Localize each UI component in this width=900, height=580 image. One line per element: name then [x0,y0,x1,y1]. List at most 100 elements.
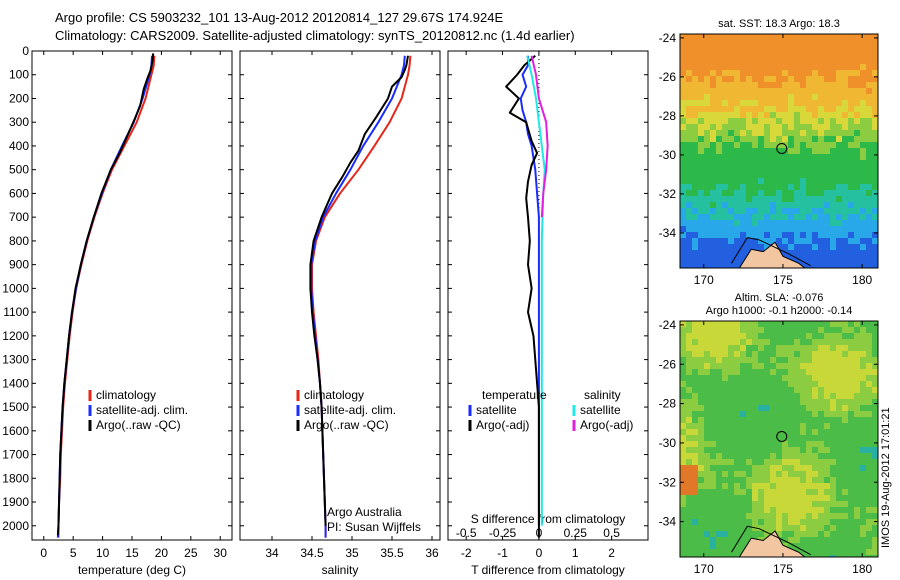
sla-map-cell [758,525,764,531]
sla-map-cell [830,357,836,363]
sla-map-cell [842,549,848,555]
map-lon-label: 180 [852,273,872,287]
sla-map-cell [818,411,824,417]
sla-map-cell [740,489,746,495]
sst-map-cell [704,124,710,130]
sla-map-cell [872,531,878,537]
sla-map-cell [746,375,752,381]
sst-map-cell [710,250,716,256]
sst-map-cell [686,58,692,64]
sst-map-cell [752,100,758,106]
sst-map-cell [680,196,686,202]
sla-map-cell [686,453,692,459]
sst-map-cell [716,106,722,112]
sst-map-cell [692,160,698,166]
sst-map-cell [836,238,842,244]
sst-map-cell [824,82,830,88]
sst-map-cell [758,142,764,148]
sst-map-cell [800,94,806,100]
sla-map-cell [800,333,806,339]
x-tick-label: 25 [184,546,198,560]
sst-map-cell [698,148,704,154]
sla-map-cell [848,345,854,351]
sst-map-cell [686,202,692,208]
sst-map-cell [764,154,770,160]
sla-map-cell [734,357,740,363]
sla-map-cell [824,375,830,381]
sla-map-cell [686,399,692,405]
sst-map-cell [698,172,704,178]
sst-map-cell [710,148,716,154]
sla-map-cell [770,363,776,369]
sla-map-cell [704,405,710,411]
sst-map-cell [788,214,794,220]
sst-map-cell [872,196,878,202]
sst-map-cell [758,214,764,220]
sla-map-cell [758,321,764,327]
sst-map-cell [824,172,830,178]
sla-map-cell [686,429,692,435]
sla-map-cell [716,411,722,417]
sla-map-cell [758,327,764,333]
sla-map-cell [740,477,746,483]
sla-map-cell [710,405,716,411]
sst-map-cell [722,70,728,76]
sst-map-cell [848,52,854,58]
sla-map-cell [698,501,704,507]
sst-map-cell [728,58,734,64]
sst-map-cell [740,154,746,160]
sst-map-cell [866,244,872,250]
sst-map-cell [752,70,758,76]
sla-map-cell [854,393,860,399]
sst-map-cell [800,46,806,52]
sla-map-cell [722,381,728,387]
sst-map-cell [692,214,698,220]
sla-map-cell [812,543,818,549]
sst-map-cell [866,142,872,148]
sst-map-cell [860,202,866,208]
sst-map-cell [722,136,728,142]
sst-map-cell [692,142,698,148]
sst-map-cell [788,76,794,82]
sla-map-cell [740,351,746,357]
depth-tick-label: 1100 [3,305,29,319]
sst-map-cell [806,124,812,130]
sst-map-cell [716,238,722,244]
sst-map-cell [824,64,830,70]
sst-map-cell [818,232,824,238]
x-axis-label: salinity [322,563,359,577]
sla-map-cell [710,351,716,357]
sst-map-cell [740,118,746,124]
sst-map-cell [698,136,704,142]
sla-map-cell [746,363,752,369]
sst-map-cell [800,208,806,214]
sla-map-cell [716,477,722,483]
sla-map-cell [716,381,722,387]
sla-map-cell [824,441,830,447]
sla-map-cell [710,537,716,543]
sst-map-cell [716,94,722,100]
sst-map-cell [818,142,824,148]
sst-map-cell [818,196,824,202]
sla-map-cell [716,531,722,537]
sla-map-cell [782,417,788,423]
sst-map-cell [854,118,860,124]
sla-map-cell [806,399,812,405]
sst-map-cell [854,34,860,40]
sst-map-cell [704,256,710,262]
sla-map-cell [740,321,746,327]
sst-map-cell [716,232,722,238]
sla-map-cell [770,327,776,333]
sst-map-cell [710,238,716,244]
sla-map-cell [830,345,836,351]
sla-map-cell [770,369,776,375]
sst-map-cell [818,172,824,178]
sst-map-cell [716,64,722,70]
sst-map-cell [758,160,764,166]
sst-map-cell [680,208,686,214]
sst-map-cell [746,34,752,40]
sla-map-cell [848,351,854,357]
sst-map-cell [758,58,764,64]
sla-map-cell [872,381,878,387]
sst-map-cell [866,118,872,124]
